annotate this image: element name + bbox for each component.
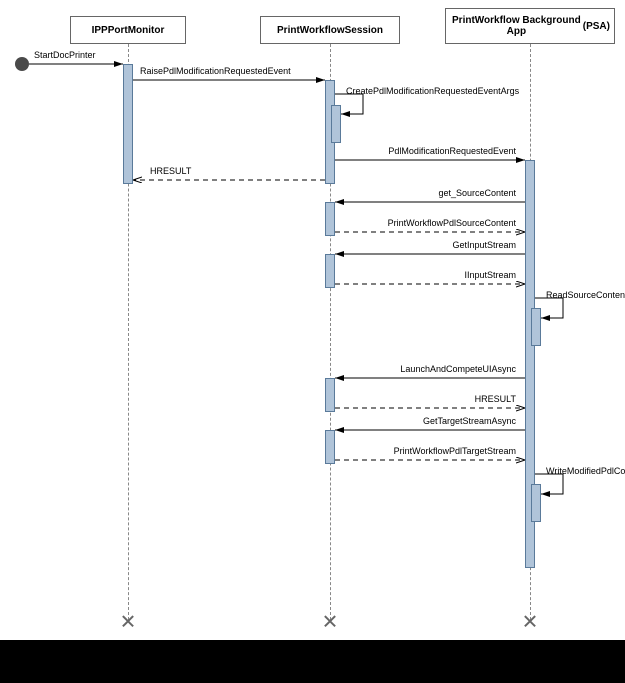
message-arrow xyxy=(335,94,363,114)
sequence-diagram: IPPPortMonitor✕PrintWorkflowSession✕Prin… xyxy=(0,0,625,683)
message-arrow xyxy=(535,298,563,318)
message-arrow xyxy=(535,474,563,494)
arrows-layer xyxy=(0,0,625,683)
